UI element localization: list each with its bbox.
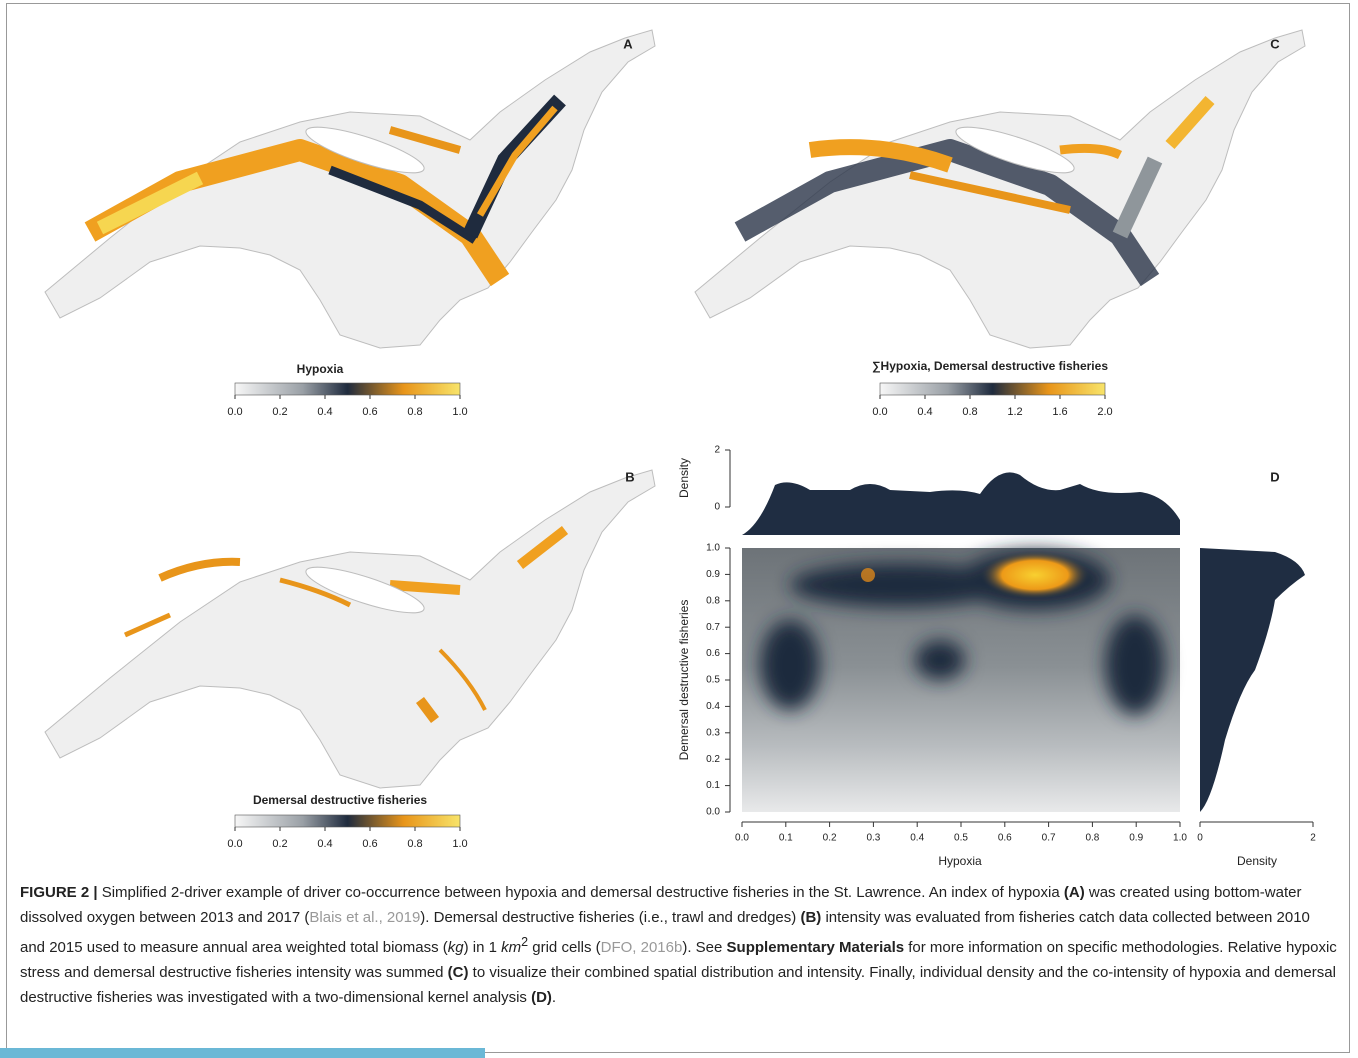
caption-text: kg — [448, 939, 464, 956]
map-a — [45, 30, 655, 348]
x-tick-label: 0 — [1197, 833, 1203, 844]
y-tick-label: 0.6 — [706, 648, 720, 659]
x-tick-label: 0.9 — [1129, 833, 1143, 844]
x-tick-label: 0.5 — [954, 833, 968, 844]
caption-text: ). See — [682, 939, 726, 956]
colorbar-tick-label: 2.0 — [1097, 406, 1112, 418]
top-density-curve — [742, 472, 1180, 535]
y-tick-label: 0.3 — [706, 727, 720, 738]
kernel-density-heatmap — [742, 548, 1180, 812]
x-tick-label: 0.1 — [779, 833, 793, 844]
colorbar-tick-label: 1.0 — [452, 838, 467, 850]
figure: A Hypoxia 0.0 0.2 0.4 0.6 0.8 1.0 C ∑Hypoxia, Dem… — [0, 0, 1358, 880]
caption-text: (D) — [531, 989, 552, 1006]
y-tick-label: 0 — [714, 502, 720, 513]
colorbar-tick-label: 0.4 — [317, 406, 332, 418]
colorbar-tick-label: 1.0 — [452, 406, 467, 418]
x-tick-label: 0.6 — [998, 833, 1012, 844]
colorbar-tick-label: 1.6 — [1052, 406, 1067, 418]
y-tick-label: 0.0 — [706, 807, 720, 818]
y-tick-label: 0.5 — [706, 675, 720, 686]
x-axis-label: Hypoxia — [938, 854, 982, 868]
y-tick-label: 0.1 — [706, 780, 720, 791]
caption-text: (C) — [448, 964, 469, 981]
panel-label: A — [623, 36, 633, 51]
colorbar-title: ∑Hypoxia, Demersal destructive fisheries — [872, 359, 1108, 373]
x-tick-label: 1.0 — [1173, 833, 1187, 844]
colorbar — [880, 383, 1105, 395]
y-tick-label: 2 — [714, 445, 720, 456]
colorbar-tick-label: 1.2 — [1007, 406, 1022, 418]
x-tick-label: 0.3 — [866, 833, 880, 844]
y-axis-label: Demersal destructive fisheries — [677, 600, 691, 761]
colorbar-tick-label: 0.4 — [317, 838, 332, 850]
y-tick-label: 0.8 — [706, 595, 720, 606]
colorbar-tick-label: 0.8 — [962, 406, 977, 418]
y-tick-label: 0.7 — [706, 622, 720, 633]
caption-text: . — [552, 989, 556, 1006]
colorbar-tick-label: 0.0 — [227, 406, 242, 418]
caption-text: km — [501, 939, 521, 956]
colorbar-tick-label: 0.6 — [362, 406, 377, 418]
y-tick-label: 1.0 — [706, 543, 720, 554]
x-tick-label: 0.0 — [735, 833, 749, 844]
caption-text: (A) — [1064, 884, 1085, 901]
colorbar-tick-label: 0.2 — [272, 838, 287, 850]
x-tick-label: 0.7 — [1042, 833, 1056, 844]
colorbar-tick-label: 0.4 — [917, 406, 932, 418]
x-tick-label: 0.4 — [910, 833, 924, 844]
y-tick-label: 0.4 — [706, 701, 720, 712]
x-axis-label: Density — [1237, 854, 1277, 868]
colorbar-tick-label: 0.0 — [872, 406, 887, 418]
caption-text: grid cells ( — [528, 939, 601, 956]
page: AHypoxia0.00.20.40.60.81.0C∑Hypoxia, Dem… — [0, 0, 1358, 1058]
y-tick-label: 0.9 — [706, 569, 720, 580]
figure-caption: FIGURE 2 | Simplified 2-driver example o… — [20, 880, 1338, 1010]
caption-text: Supplementary Materials — [727, 939, 905, 956]
colorbar-tick-label: 0.6 — [362, 838, 377, 850]
y-axis-label: Density — [677, 458, 691, 498]
colorbar — [235, 815, 460, 827]
scroll-indicator — [0, 1048, 485, 1058]
citation-link[interactable]: Blais et al., 2019 — [309, 909, 420, 926]
map-b — [45, 470, 655, 788]
x-tick-label: 2 — [1310, 833, 1316, 844]
caption-text: Simplified 2-driver example of driver co… — [98, 884, 1064, 901]
caption-text: (B) — [800, 909, 821, 926]
caption-text: ) in 1 — [464, 939, 502, 956]
panel-label: B — [625, 469, 634, 484]
caption-text: ). Demersal destructive fisheries (i.e.,… — [420, 909, 800, 926]
right-density-curve — [1200, 548, 1305, 812]
caption-text: FIGURE 2 | — [20, 884, 98, 901]
colorbar — [235, 383, 460, 395]
y-tick-label: 0.2 — [706, 754, 720, 765]
colorbar-tick-label: 0.0 — [227, 838, 242, 850]
colorbar-tick-label: 0.8 — [407, 838, 422, 850]
panel-label: C — [1270, 36, 1280, 51]
map-c — [695, 30, 1305, 348]
colorbar-title: Demersal destructive fisheries — [253, 793, 427, 807]
x-tick-label: 0.8 — [1085, 833, 1099, 844]
panel-label: D — [1270, 469, 1279, 484]
colorbar-tick-label: 0.2 — [272, 406, 287, 418]
x-tick-label: 0.2 — [823, 833, 837, 844]
colorbar-title: Hypoxia — [297, 362, 344, 376]
citation-link[interactable]: DFO, 2016b — [601, 939, 683, 956]
colorbar-tick-label: 0.8 — [407, 406, 422, 418]
